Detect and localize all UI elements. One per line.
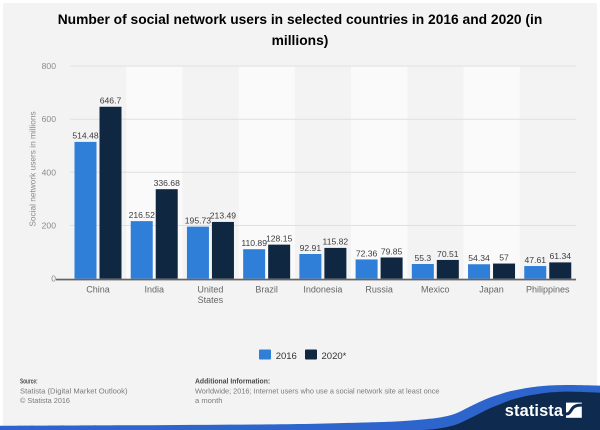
svg-text:200: 200: [42, 221, 57, 231]
svg-text:Russia: Russia: [365, 285, 393, 295]
svg-text:195.73: 195.73: [185, 215, 212, 225]
svg-text:92.91: 92.91: [300, 243, 322, 253]
svg-text:110.89: 110.89: [241, 238, 267, 248]
svg-text:a month: a month: [195, 396, 223, 405]
svg-text:Indonesia: Indonesia: [303, 285, 342, 295]
svg-text:70.51: 70.51: [437, 249, 459, 259]
svg-text:646.7: 646.7: [100, 96, 122, 106]
svg-text:0: 0: [51, 274, 56, 284]
svg-text:115.82: 115.82: [323, 237, 349, 247]
svg-text:57: 57: [499, 252, 509, 262]
svg-text:millions): millions): [272, 33, 329, 48]
svg-text:Brazil: Brazil: [255, 285, 278, 295]
svg-text:72.36: 72.36: [356, 248, 378, 258]
svg-text:47.61: 47.61: [525, 255, 547, 265]
svg-text:128.15: 128.15: [266, 233, 293, 243]
svg-text:States: States: [198, 295, 224, 305]
svg-text:China: China: [86, 285, 110, 295]
svg-text:Source:: Source:: [20, 376, 38, 385]
svg-text:India: India: [144, 285, 164, 295]
svg-text:statista: statista: [505, 402, 564, 420]
svg-text:United: United: [197, 285, 223, 295]
svg-text:336.68: 336.68: [154, 178, 181, 188]
svg-text:2016: 2016: [276, 351, 297, 362]
svg-text:Mexico: Mexico: [421, 285, 450, 295]
svg-text:Philippines: Philippines: [526, 285, 570, 295]
svg-text:400: 400: [42, 167, 57, 177]
svg-text:800: 800: [42, 61, 57, 71]
svg-text:Japan: Japan: [479, 285, 504, 295]
svg-text:2020*: 2020*: [322, 351, 347, 362]
svg-text:61.34: 61.34: [550, 251, 572, 261]
svg-text:79.85: 79.85: [381, 246, 403, 256]
svg-text:213.49: 213.49: [210, 211, 237, 221]
svg-text:Social network users in millio: Social network users in millions: [27, 111, 37, 226]
svg-text:Worldwide; 2016; Internet user: Worldwide; 2016; Internet users who use …: [195, 386, 440, 395]
svg-text:Statista (Digital Market Outlo: Statista (Digital Market Outlook): [20, 386, 128, 395]
svg-text:216.52: 216.52: [129, 210, 156, 220]
svg-text:600: 600: [42, 114, 57, 124]
svg-text:Number of social network users: Number of social network users in select…: [58, 12, 543, 27]
svg-text:54.34: 54.34: [468, 253, 490, 263]
svg-text:© Statista 2016: © Statista 2016: [20, 396, 70, 405]
svg-text:514.48: 514.48: [72, 131, 99, 141]
svg-text:Additional Information:: Additional Information:: [195, 376, 270, 385]
svg-text:55.3: 55.3: [414, 253, 431, 263]
